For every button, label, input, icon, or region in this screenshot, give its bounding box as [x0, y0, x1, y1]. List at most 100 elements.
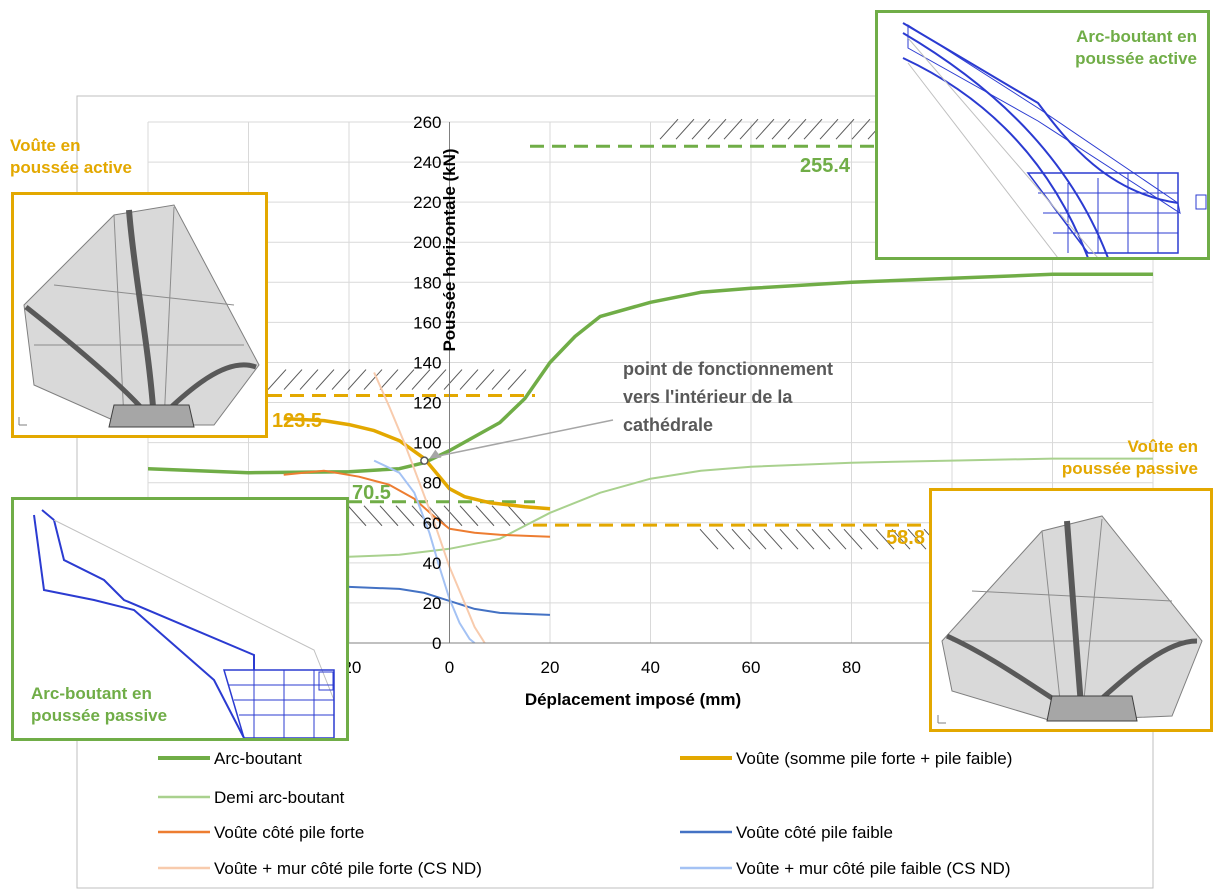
- hatch-stroke: [843, 528, 863, 550]
- series-line: [373, 372, 486, 644]
- hatch-stroke: [739, 118, 759, 140]
- hatch-stroke: [459, 505, 479, 527]
- hatch-stroke: [347, 505, 367, 527]
- label-vault-passive-line2: poussée passive: [1061, 459, 1198, 478]
- buttress-passive-figure: [33, 509, 335, 738]
- y-tick-label: 140: [413, 353, 441, 372]
- hatch-stroke: [819, 118, 839, 140]
- series-line: [373, 459, 476, 644]
- legend-label: Demi arc-boutant: [214, 788, 345, 807]
- legend-label: Arc-boutant: [214, 749, 302, 768]
- y-tick-label: 100: [413, 434, 441, 453]
- operating-point-marker: [420, 456, 429, 465]
- y-tick-label: 120: [413, 394, 441, 413]
- vault-passive-figure: [937, 515, 1203, 724]
- threshold-label: 255.4: [800, 155, 851, 177]
- threshold-hatching: [267, 118, 943, 550]
- label-buttress-passive-line1: Arc-boutant en: [31, 684, 152, 703]
- hatch-stroke: [763, 528, 783, 550]
- series-lines: [148, 272, 1153, 644]
- hatch-stroke: [859, 528, 879, 550]
- inset-buttress-passive: Arc-boutant en poussée passive: [11, 497, 349, 741]
- label-buttress-active-line2: poussée active: [1075, 49, 1197, 68]
- hatch-stroke: [283, 369, 303, 390]
- annotation-text-line: cathédrale: [623, 415, 713, 435]
- label-vault-active: Voûte en poussée active: [10, 135, 132, 179]
- hatch-stroke: [699, 528, 719, 550]
- hatch-stroke: [827, 528, 847, 550]
- x-tick-label: 80: [842, 658, 861, 677]
- inset-buttress-active: [875, 10, 1210, 260]
- hatch-stroke: [731, 528, 751, 550]
- legend-label: Voûte (somme pile forte + pile faible): [736, 749, 1012, 768]
- hatch-stroke: [395, 369, 415, 390]
- hatch-stroke: [299, 369, 319, 390]
- y-tick-label: 260: [413, 113, 441, 132]
- series-line: [148, 457, 1153, 560]
- hatch-stroke: [755, 118, 775, 140]
- inset-vault-passive: [929, 488, 1213, 732]
- hatch-stroke: [267, 369, 287, 390]
- vault-active-figure: [18, 204, 260, 428]
- label-buttress-passive-line2: poussée passive: [31, 706, 168, 725]
- legend-label: Voûte + mur côté pile faible (CS ND): [736, 859, 1010, 878]
- label-buttress-active: Arc-boutant en poussée active: [1042, 26, 1197, 70]
- y-tick-label: 180: [413, 273, 441, 292]
- hatch-stroke: [803, 118, 823, 140]
- hatch-stroke: [411, 369, 431, 390]
- y-tick-label: 40: [423, 554, 442, 573]
- hatch-stroke: [787, 118, 807, 140]
- label-buttress-passive: Arc-boutant en poussée passive: [31, 683, 167, 727]
- y-tick-label: 20: [423, 594, 442, 613]
- legend-label: Voûte côté pile faible: [736, 823, 893, 842]
- annotation-text-line: point de fonctionnement: [623, 359, 833, 379]
- hatch-stroke: [363, 505, 383, 527]
- x-tick-label: 20: [541, 658, 560, 677]
- label-vault-passive-line1: Voûte en: [1127, 437, 1198, 456]
- y-tick-label: 0: [432, 634, 441, 653]
- legend-label: Voûte + mur côté pile forte (CS ND): [214, 859, 482, 878]
- hatch-stroke: [875, 528, 895, 550]
- label-vault-active-line1: Voûte en: [10, 136, 81, 155]
- hatch-stroke: [795, 528, 815, 550]
- hatch-stroke: [723, 118, 743, 140]
- label-vault-active-line2: poussée active: [10, 158, 132, 177]
- hatch-stroke: [363, 369, 383, 390]
- hatch-stroke: [331, 369, 351, 390]
- x-tick-label: 0: [445, 658, 454, 677]
- x-axis-label: Déplacement imposé (mm): [525, 690, 741, 709]
- hatch-stroke: [507, 505, 527, 527]
- y-axis-label: Poussée horizontale (kN): [440, 148, 459, 351]
- hatch-stroke: [491, 369, 511, 390]
- hatch-stroke: [835, 118, 855, 140]
- hatch-stroke: [507, 369, 527, 390]
- hatch-stroke: [347, 369, 367, 390]
- series-line: [283, 469, 551, 538]
- x-tick-label: 60: [742, 658, 761, 677]
- label-vault-passive: Voûte en poussée passive: [1040, 436, 1198, 480]
- y-tick-label: 240: [413, 153, 441, 172]
- annotation-text-line: vers l'intérieur de la: [623, 387, 793, 407]
- hatch-stroke: [747, 528, 767, 550]
- hatch-stroke: [811, 528, 831, 550]
- hatch-stroke: [715, 528, 735, 550]
- buttress-active-figure: [902, 22, 1207, 257]
- hatch-stroke: [395, 505, 415, 527]
- label-buttress-active-line1: Arc-boutant en: [1076, 27, 1197, 46]
- y-tick-label: 200: [413, 233, 441, 252]
- hatch-stroke: [411, 505, 431, 527]
- inset-vault-active: [11, 192, 268, 438]
- hatch-stroke: [427, 369, 447, 390]
- y-tick-label: 220: [413, 193, 441, 212]
- hatch-stroke: [379, 369, 399, 390]
- annotation: point de fonctionnement vers l'intérieur …: [420, 359, 833, 465]
- hatch-stroke: [443, 369, 463, 390]
- hatch-stroke: [691, 118, 711, 140]
- hatch-stroke: [675, 118, 695, 140]
- hatch-stroke: [443, 505, 463, 527]
- annotation-arrowhead: [429, 449, 442, 459]
- hatch-stroke: [707, 118, 727, 140]
- threshold-label: 70.5: [352, 482, 391, 504]
